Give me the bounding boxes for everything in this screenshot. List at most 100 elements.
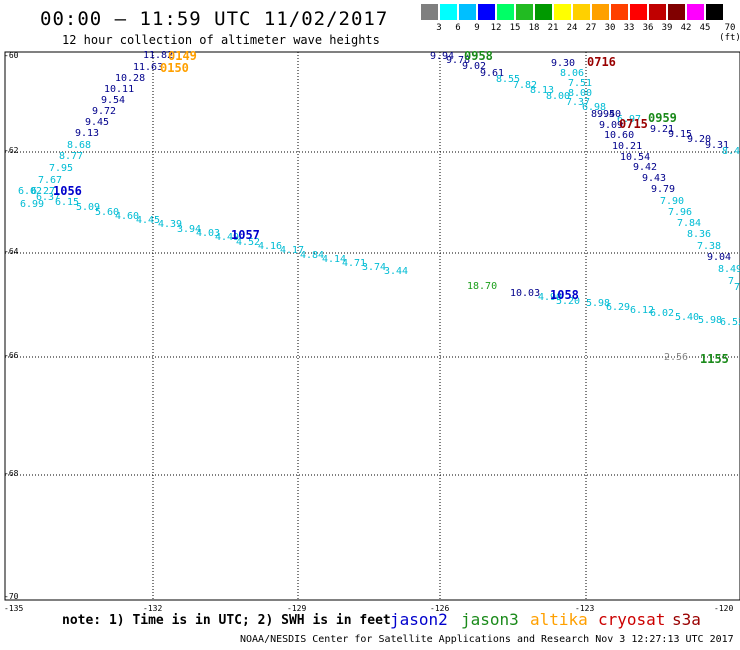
wave-height-value: 10.03 xyxy=(510,288,541,299)
wave-height-value: 9.43 xyxy=(642,173,667,184)
wave-height-value: 8.4 xyxy=(722,146,740,157)
wave-height-value: 7.82 xyxy=(513,80,538,91)
satellite-cryosat: cryosat xyxy=(598,610,666,629)
longitude-label: -120 xyxy=(714,604,734,613)
wave-height-value: 6.29 xyxy=(606,302,631,313)
wave-height-value: 8.36 xyxy=(687,229,712,240)
wave-height-value: 9.04 xyxy=(707,252,732,263)
scale-swatch xyxy=(611,4,629,20)
wave-height-value: 9.02 xyxy=(462,61,487,72)
plot-frame xyxy=(4,51,740,601)
scale-label: 21 xyxy=(547,23,559,33)
pass-time-tag: 0150 xyxy=(160,61,189,75)
scale-label: 27 xyxy=(585,23,597,33)
wave-height-value: 9.15 xyxy=(668,129,693,140)
latitude-label: -62 xyxy=(4,146,19,155)
wave-height-value: 10.11 xyxy=(104,84,135,95)
scale-label: 9 xyxy=(474,23,480,33)
wave-height-value: 9.45 xyxy=(85,117,110,128)
scale-swatch xyxy=(706,4,724,20)
scale-swatch xyxy=(649,4,667,20)
wave-height-value: 9.21 xyxy=(650,124,675,135)
wave-height-value: 4.17 xyxy=(280,245,305,256)
scale-swatch xyxy=(516,4,534,20)
map-subtitle: 12 hour collection of altimeter wave hei… xyxy=(62,33,380,47)
scale-label: 3 xyxy=(436,23,442,33)
wave-height-value: 4.45 xyxy=(136,215,161,226)
scale-swatch xyxy=(592,4,610,20)
wave-height-value: 3.74 xyxy=(362,262,387,273)
wave-height-value: 8.13 xyxy=(530,85,555,96)
scale-swatch xyxy=(554,4,572,20)
map-title: 00:00 – 11:59 UTC 11/02/2017 xyxy=(40,8,389,30)
wave-height-value: 9.30 xyxy=(551,58,576,69)
scale-swatch xyxy=(478,4,496,20)
longitude-label: -129 xyxy=(287,604,307,613)
wave-height-value: 10.54 xyxy=(620,152,651,163)
wave-height-value: 7.84 xyxy=(677,218,702,229)
wave-height-value: 10.28 xyxy=(115,73,146,84)
wave-height-value: 9.54 xyxy=(101,95,126,106)
scale-label: 24 xyxy=(566,23,578,33)
scale-label: 70 (ft) xyxy=(719,23,740,43)
scale-label: 36 xyxy=(642,23,654,33)
scale-label: 12 xyxy=(490,23,502,33)
wave-height-value: 5.20 xyxy=(556,296,581,307)
wave-height-value: 8.94 xyxy=(591,109,616,120)
wave-height-value: 8.77 xyxy=(59,151,84,162)
wave-height-value: 4.60 xyxy=(115,211,140,222)
pass-time-tag: 0716 xyxy=(587,55,616,69)
wave-height-value: 9.94 xyxy=(430,51,455,62)
satellite-altika: altika xyxy=(530,610,588,629)
pass-time-tag: 0958 xyxy=(464,49,493,63)
pass-time-tag: 0959 xyxy=(648,111,677,125)
scale-swatch xyxy=(459,4,477,20)
pass-time-tag: 0715 xyxy=(619,117,648,131)
wave-height-value: 6.98 xyxy=(582,102,607,113)
wave-height-value: 7 xyxy=(728,276,735,287)
wave-height-value: 11.63 xyxy=(133,62,164,73)
scale-swatch xyxy=(535,4,553,20)
longitude-label: -132 xyxy=(143,604,163,613)
pass-time-tag: 0149 xyxy=(168,49,197,63)
wave-height-value: 4.16 xyxy=(258,241,283,252)
wave-height-value: 4.90 xyxy=(538,292,563,303)
satellite-s3a: s3a xyxy=(672,610,701,629)
wave-height-value: 7.95 xyxy=(49,163,74,174)
latitude-label: -66 xyxy=(4,351,19,360)
latitude-label: -64 xyxy=(4,247,19,256)
wave-height-value: 6.97 xyxy=(617,114,642,125)
wave-height-value: 7.37 xyxy=(566,97,591,108)
wave-height-value: 7.38 xyxy=(697,241,722,252)
latitude-label: -60 xyxy=(4,51,19,60)
scale-swatch xyxy=(440,4,458,20)
wave-height-value: 11.82 xyxy=(143,50,174,61)
wave-height-value: 5.09 xyxy=(76,202,101,213)
scale-swatch xyxy=(687,4,705,20)
wave-height-value: 8.00 xyxy=(546,91,571,102)
scale-swatch xyxy=(497,4,515,20)
wave-height-value: 6.12 xyxy=(630,305,655,316)
scale-swatch xyxy=(421,4,439,20)
wave-height-value: 5.98 xyxy=(586,298,611,309)
longitude-label: -135 xyxy=(4,604,24,613)
wave-height-value: 7.96 xyxy=(668,207,693,218)
wave-height-value: 3.94 xyxy=(177,224,202,235)
scale-label: 42 xyxy=(680,23,692,33)
wave-height-value: 8.00 xyxy=(568,88,593,99)
wave-height-value: 7.51 xyxy=(568,78,593,89)
wave-height-value: 4.14 xyxy=(322,254,347,265)
wave-height-value: 4.39 xyxy=(158,219,183,230)
wave-height-value: 10.21 xyxy=(612,141,643,152)
wave-height-value: 4.71 xyxy=(342,258,367,269)
wave-height-value: 8.55 xyxy=(496,74,521,85)
wave-height-value: 5.98 xyxy=(698,315,723,326)
pass-time-tag: 1155 xyxy=(700,352,729,366)
wave-height-value: 7 xyxy=(734,282,740,293)
wave-height-value: 9.79 xyxy=(651,184,676,195)
wave-height-value: 5.40 xyxy=(675,312,700,323)
longitude-label: -126 xyxy=(430,604,450,613)
wave-height-value: 4.84 xyxy=(300,250,325,261)
